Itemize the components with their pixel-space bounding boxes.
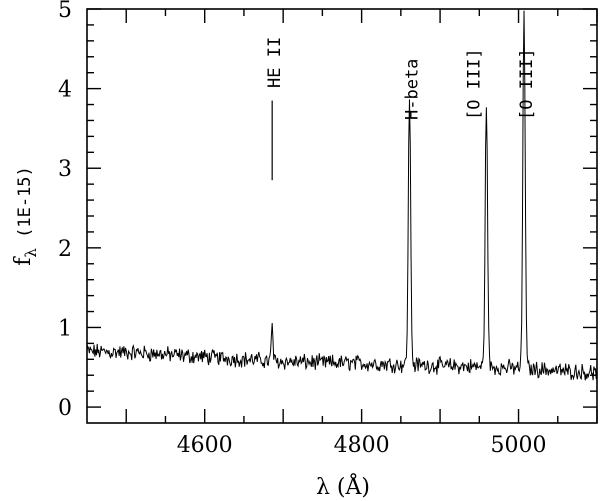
y-tick-label: 5 [58, 0, 72, 23]
annotation-label: HE II [265, 37, 285, 88]
y-tick-label: 0 [58, 396, 72, 421]
y-tick-label: 1 [58, 316, 72, 341]
x-tick-label: 4800 [334, 433, 390, 458]
y-tick-labels: 0 1 2 3 4 5 [58, 0, 72, 421]
annotation-text: [O III] [517, 48, 537, 120]
y-axis-label-text: f [11, 256, 36, 266]
x-tick-labels: 4600 4800 5000 [177, 433, 547, 458]
y-axis-label-subscript: λ [22, 248, 40, 258]
spectrum-line [86, 10, 598, 381]
y-tick-label: 4 [58, 78, 72, 103]
annotation-text: [O III] [464, 48, 484, 120]
annotation-text: H-beta [403, 59, 423, 120]
annotation-label: H-beta [403, 59, 423, 120]
x-tick-label: 4600 [177, 433, 233, 458]
axis-ticks [87, 8, 598, 423]
y-axis-label-unit: (1E-15) [15, 166, 35, 248]
annotation-text: HE II [265, 37, 285, 88]
line-annotations: HE II H-beta [O III] [O III] [265, 37, 537, 120]
y-axis-label: fλ (1E-15) [11, 166, 40, 266]
svg-text:fλ (1E-15): fλ (1E-15) [11, 166, 40, 266]
annotation-label: [O III] [464, 48, 484, 120]
annotation-label: [O III] [517, 48, 537, 120]
x-tick-label: 5000 [491, 433, 547, 458]
y-tick-label: 3 [58, 157, 72, 182]
y-tick-label: 2 [58, 237, 72, 262]
x-axis-label: λ (Å) [316, 472, 370, 500]
